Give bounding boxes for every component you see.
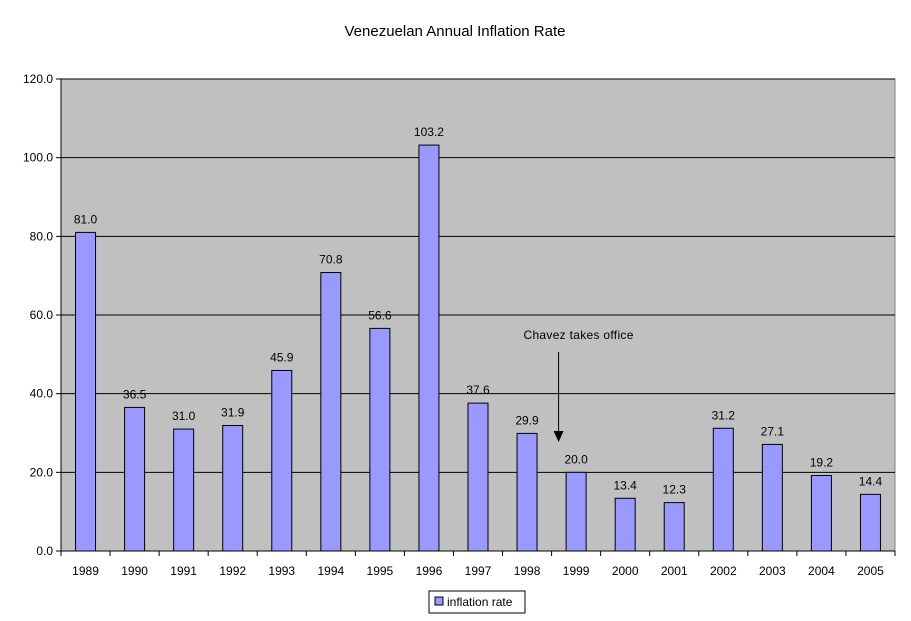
x-tick-label-1995: 1995 <box>367 564 394 578</box>
data-label-1999: 20.0 <box>564 452 588 466</box>
data-label-1994: 70.8 <box>319 253 343 267</box>
gridlines <box>61 78 895 473</box>
data-label-2000: 13.4 <box>613 478 637 492</box>
data-label-1996: 103.2 <box>414 125 444 139</box>
data-label-2001: 12.3 <box>663 483 687 497</box>
x-tick-label-1998: 1998 <box>514 564 541 578</box>
data-label-1992: 31.9 <box>221 406 245 420</box>
data-label-1991: 31.0 <box>172 409 196 423</box>
bar-2003 <box>761 443 783 552</box>
x-axis: 1989 1990 1991 1992 1993 1994 1995 1996 1997 1998… <box>60 550 896 578</box>
bar-1994 <box>320 272 342 552</box>
y-axis: 0.0 20.0 40.0 60.0 80.0 100.0 120.0 <box>23 72 62 558</box>
annotation-arrowhead <box>553 431 564 442</box>
y-tick-label: 60.0 <box>30 308 54 322</box>
chart-title: Venezuelan Annual Inflation Rate <box>344 23 565 40</box>
x-tick-label-2005: 2005 <box>857 564 884 578</box>
data-labels: 81.0 36.5 31.0 31.9 45.9 70.8 56.6 103.2 37.6 29.… <box>74 125 883 497</box>
bar-2005 <box>859 493 881 552</box>
data-label-2004: 19.2 <box>810 455 834 469</box>
bar-1993 <box>271 369 293 552</box>
y-tick-label: 0.0 <box>36 544 53 558</box>
bar-1989 <box>75 231 97 552</box>
annotation: Chavez takes office <box>523 328 633 442</box>
x-tick-label-1996: 1996 <box>416 564 443 578</box>
x-tick-label-1990: 1990 <box>121 564 148 578</box>
x-tick-label-1999: 1999 <box>563 564 590 578</box>
bar-2000 <box>614 497 636 552</box>
annotation-text: Chavez takes office <box>523 328 633 342</box>
data-label-1989: 81.0 <box>74 212 98 226</box>
bar-1996 <box>418 144 440 552</box>
bar-series <box>75 144 881 552</box>
x-tick-label-2002: 2002 <box>710 564 737 578</box>
bar-2002 <box>712 427 734 552</box>
x-tick-label-1994: 1994 <box>317 564 344 578</box>
bar-1992 <box>222 425 244 552</box>
x-tick-label-2004: 2004 <box>808 564 835 578</box>
bar-1990 <box>124 406 146 552</box>
bar-1995 <box>369 327 391 552</box>
bar-1991 <box>173 428 195 552</box>
y-tick-label: 120.0 <box>23 72 53 86</box>
bar-2001 <box>663 502 685 552</box>
x-tick-label-1997: 1997 <box>465 564 492 578</box>
legend: inflation rate <box>428 590 526 614</box>
data-label-2003: 27.1 <box>761 424 785 438</box>
x-tick-label-2000: 2000 <box>612 564 639 578</box>
x-tick-label-1989: 1989 <box>72 564 99 578</box>
x-tick-label-2003: 2003 <box>759 564 786 578</box>
data-label-1997: 37.6 <box>466 383 490 397</box>
y-tick-label: 40.0 <box>30 387 54 401</box>
x-tick-label-1993: 1993 <box>268 564 295 578</box>
data-label-2002: 31.2 <box>712 408 736 422</box>
data-label-1993: 45.9 <box>270 350 294 364</box>
bar-1998 <box>516 432 538 552</box>
y-tick-label: 80.0 <box>30 229 54 243</box>
data-label-1990: 36.5 <box>123 387 147 401</box>
x-tick-label-2001: 2001 <box>661 564 688 578</box>
legend-box <box>428 590 526 614</box>
x-tick-label-1991: 1991 <box>170 564 197 578</box>
data-label-1998: 29.9 <box>515 413 539 427</box>
bar-1999 <box>565 471 587 552</box>
y-tick-label: 100.0 <box>23 151 53 165</box>
data-label-2005: 14.4 <box>859 474 883 488</box>
x-tick-label-1992: 1992 <box>219 564 246 578</box>
bar-1997 <box>467 402 489 552</box>
legend-label: inflation rate <box>447 595 513 609</box>
legend-swatch <box>434 596 444 606</box>
data-label-1995: 56.6 <box>368 308 392 322</box>
bar-2004 <box>810 474 832 552</box>
y-tick-label: 20.0 <box>30 465 54 479</box>
